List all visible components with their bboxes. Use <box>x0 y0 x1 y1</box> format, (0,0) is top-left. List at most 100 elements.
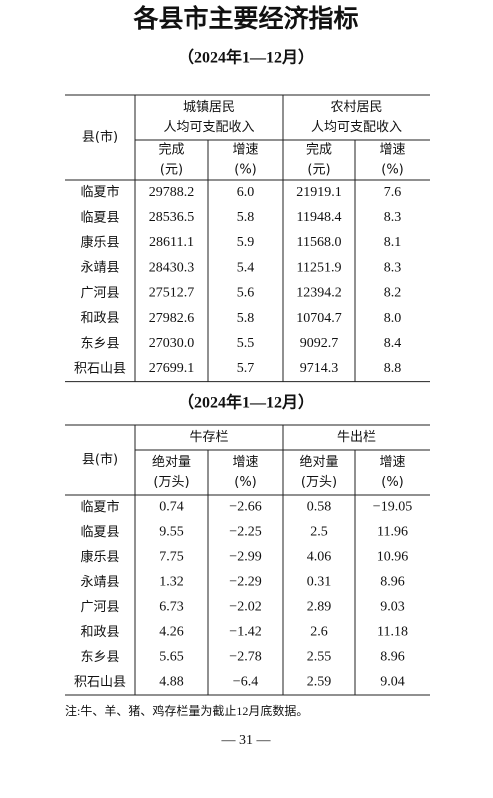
cell: 0.74 <box>159 500 184 515</box>
cell: 11251.9 <box>297 260 342 275</box>
subtitle: （2024年1—12月） <box>178 393 314 412</box>
cell: −2.29 <box>229 575 261 590</box>
cell: 29788.2 <box>149 185 195 200</box>
column-header: (元) <box>307 163 330 178</box>
cell: 8.96 <box>380 575 405 590</box>
cell: 11.96 <box>377 525 408 540</box>
cell: 8.3 <box>384 210 402 225</box>
row-label: 永靖县 <box>80 261 119 276</box>
cell: 7.6 <box>384 185 402 200</box>
cell: 8.0 <box>384 311 402 326</box>
cell: 27982.6 <box>149 311 195 326</box>
row-label: 临夏县 <box>80 210 119 225</box>
cell: −2.02 <box>229 600 261 615</box>
note: 注:牛、羊、猪、鸡存栏量为截止12月底数据。 <box>65 703 308 718</box>
cell: 9.55 <box>159 525 184 540</box>
column-header: (万头) <box>301 475 337 490</box>
column-header: 增速 <box>379 455 405 470</box>
cell: 10.96 <box>377 550 409 565</box>
column-header: (%) <box>234 163 257 178</box>
cell: 8.2 <box>384 286 402 301</box>
cell: 4.06 <box>307 550 332 565</box>
cell: 1.32 <box>159 575 184 590</box>
cell: 2.89 <box>307 600 332 615</box>
row-label: 东乡县 <box>80 336 119 351</box>
row-label: 积石山县 <box>74 675 126 690</box>
row-label: 和政县 <box>80 311 119 326</box>
corner-header: 县(市) <box>82 129 118 145</box>
cell: 28536.5 <box>149 210 195 225</box>
cell: 8.1 <box>384 235 402 250</box>
column-header: 绝对量 <box>299 454 338 470</box>
cell: 9.03 <box>380 600 405 615</box>
cell: 8.96 <box>380 650 405 665</box>
cell: 5.65 <box>159 650 184 665</box>
group-header: 人均可支配收入 <box>311 120 402 135</box>
cell: 11948.4 <box>297 210 342 225</box>
cell: 9.04 <box>380 675 405 690</box>
column-header: (%) <box>234 475 257 490</box>
cell: −2.66 <box>229 500 261 515</box>
cell: 2.55 <box>307 650 332 665</box>
cell: 11.18 <box>377 625 408 640</box>
column-header: (元) <box>160 163 183 178</box>
column-header: 增速 <box>379 143 405 158</box>
cell: 28611.1 <box>149 235 194 250</box>
cell: 7.75 <box>159 550 184 565</box>
cell: 2.59 <box>307 675 332 690</box>
corner-header: 县(市) <box>82 452 118 468</box>
title: 各县市主要经济指标 <box>132 4 358 33</box>
cell: 5.6 <box>237 286 255 301</box>
group-header: 牛存栏 <box>189 430 228 445</box>
cell: 5.8 <box>237 311 255 326</box>
column-header: (万头) <box>153 475 189 490</box>
row-label: 临夏市 <box>80 499 119 515</box>
group-header: 城镇居民 <box>183 100 235 115</box>
cell: 11568.0 <box>297 235 342 250</box>
group-header: 农村居民 <box>330 100 382 115</box>
row-label: 积石山县 <box>74 362 126 377</box>
row-label: 临夏县 <box>80 525 119 540</box>
row-label: 和政县 <box>80 625 119 640</box>
cell: −2.78 <box>229 650 261 665</box>
cell: 0.31 <box>307 575 332 590</box>
column-header: (%) <box>381 163 404 178</box>
subtitle: （2024年1—12月） <box>178 48 314 67</box>
cell: 6.0 <box>237 185 255 200</box>
row-label: 临夏市 <box>80 184 119 200</box>
cell: 27512.7 <box>149 286 195 301</box>
cell: 21919.1 <box>296 185 342 200</box>
column-header: 增速 <box>232 455 258 470</box>
cell: 8.8 <box>384 361 402 376</box>
row-label: 康乐县 <box>80 549 119 565</box>
cell: 27699.1 <box>149 361 195 376</box>
column-header: 增速 <box>232 143 258 158</box>
cell: 8.4 <box>384 336 402 351</box>
group-header: 牛出栏 <box>337 430 376 445</box>
cell: −19.05 <box>373 500 412 515</box>
row-label: 永靖县 <box>80 575 119 590</box>
cell: 28430.3 <box>149 260 195 275</box>
cell: 10704.7 <box>296 311 342 326</box>
column-header: 完成 <box>158 143 184 158</box>
cell: 5.5 <box>237 336 255 351</box>
cell: 6.73 <box>159 600 184 615</box>
row-label: 广河县 <box>80 286 119 301</box>
cell: −2.99 <box>229 550 261 565</box>
cell: 27030.0 <box>149 336 195 351</box>
cell: 0.58 <box>307 500 332 515</box>
cell: 5.8 <box>237 210 255 225</box>
cell: 5.4 <box>237 260 255 275</box>
cell: 9092.7 <box>300 336 339 351</box>
cell: 12394.2 <box>296 286 342 301</box>
cell: 5.7 <box>237 361 255 376</box>
column-header: 完成 <box>306 143 332 158</box>
cell: −2.25 <box>229 525 261 540</box>
page-number: — 31 — <box>221 733 272 748</box>
group-header: 人均可支配收入 <box>163 120 254 135</box>
cell: 9714.3 <box>300 361 339 376</box>
cell: −1.42 <box>229 625 261 640</box>
row-label: 康乐县 <box>80 235 119 251</box>
cell: 5.9 <box>237 235 255 250</box>
